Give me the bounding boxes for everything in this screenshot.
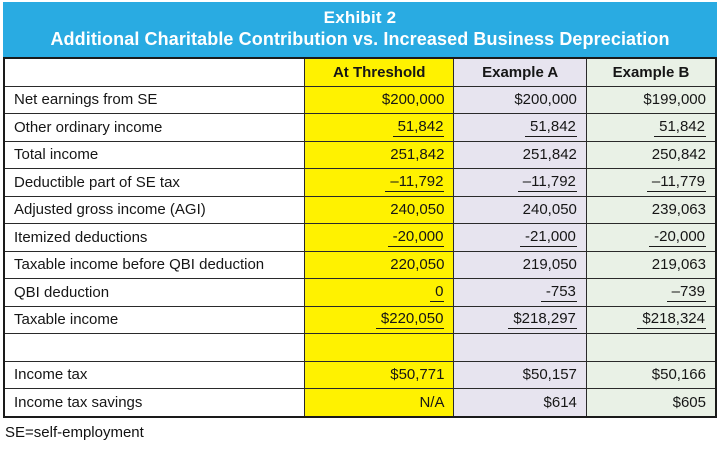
- cell-threshold: $200,000: [303, 85, 455, 114]
- table-row: Taxable income before QBI deduction 220,…: [3, 250, 717, 279]
- cell-threshold: 0: [303, 278, 455, 307]
- cell-example-a: [453, 333, 587, 362]
- table-row: Net earnings from SE $200,000 $200,000 $…: [3, 85, 717, 114]
- cell-example-b: –11,779: [585, 168, 717, 197]
- cell-example-a: 51,842: [453, 113, 587, 142]
- cell-example-b: 51,842: [585, 113, 717, 142]
- row-label: Income tax savings: [3, 388, 305, 417]
- cell-example-a: $50,157: [453, 360, 587, 389]
- cell-example-b: $218,324: [585, 305, 717, 334]
- cell-example-b: -20,000: [585, 223, 717, 252]
- cell-example-b: $50,166: [585, 360, 717, 389]
- cell-threshold: 220,050: [303, 250, 455, 279]
- column-header-blank: [3, 57, 305, 87]
- cell-example-a: 240,050: [453, 195, 587, 224]
- cell-example-a: $218,297: [453, 305, 587, 334]
- exhibit-page: Exhibit 2 Additional Charitable Contribu…: [3, 2, 717, 441]
- exhibit-number: Exhibit 2: [323, 8, 397, 27]
- cell-example-a: –11,792: [453, 168, 587, 197]
- table-row: Other ordinary income 51,842 51,842 51,8…: [3, 113, 717, 142]
- cell-example-a: $200,000: [453, 85, 587, 114]
- cell-example-a: 219,050: [453, 250, 587, 279]
- row-label: Other ordinary income: [3, 113, 305, 142]
- cell-example-b: –739: [585, 278, 717, 307]
- row-label: QBI deduction: [3, 278, 305, 307]
- cell-threshold: $50,771: [303, 360, 455, 389]
- row-label: Itemized deductions: [3, 223, 305, 252]
- cell-threshold: –11,792: [303, 168, 455, 197]
- cell-example-a: -753: [453, 278, 587, 307]
- cell-threshold: $220,050: [303, 305, 455, 334]
- table-row: Adjusted gross income (AGI) 240,050 240,…: [3, 195, 717, 224]
- table-row-blank: [3, 333, 717, 362]
- exhibit-table: At Threshold Example A Example B Net ear…: [3, 57, 717, 418]
- column-header-example-b: Example B: [585, 57, 717, 87]
- column-header-at-threshold: At Threshold: [303, 57, 455, 87]
- table-row: Itemized deductions -20,000 -21,000 -20,…: [3, 223, 717, 252]
- cell-threshold: N/A: [303, 388, 455, 417]
- table-row: Taxable income $220,050 $218,297 $218,32…: [3, 305, 717, 334]
- row-label: Total income: [3, 140, 305, 169]
- row-label: [3, 333, 305, 362]
- row-label: Taxable income before QBI deduction: [3, 250, 305, 279]
- footnote-se-definition: SE=self-employment: [5, 423, 144, 441]
- row-label: Taxable income: [3, 305, 305, 334]
- table-row: Income tax $50,771 $50,157 $50,166: [3, 360, 717, 389]
- cell-example-a: 251,842: [453, 140, 587, 169]
- cell-example-b: 239,063: [585, 195, 717, 224]
- row-label: Adjusted gross income (AGI): [3, 195, 305, 224]
- cell-example-b: [585, 333, 717, 362]
- cell-example-b: $605: [585, 388, 717, 417]
- cell-example-a: -21,000: [453, 223, 587, 252]
- cell-example-a: $614: [453, 388, 587, 417]
- cell-threshold: 240,050: [303, 195, 455, 224]
- column-header-example-a: Example A: [453, 57, 587, 87]
- row-label: Income tax: [3, 360, 305, 389]
- cell-threshold: -20,000: [303, 223, 455, 252]
- cell-threshold: 51,842: [303, 113, 455, 142]
- row-label: Net earnings from SE: [3, 85, 305, 114]
- cell-threshold: [303, 333, 455, 362]
- table-row: Income tax savings N/A $614 $605: [3, 388, 717, 417]
- exhibit-banner: Exhibit 2 Additional Charitable Contribu…: [3, 2, 717, 57]
- cell-example-b: 250,842: [585, 140, 717, 169]
- table-row: Total income 251,842 251,842 250,842: [3, 140, 717, 169]
- cell-example-b: $199,000: [585, 85, 717, 114]
- exhibit-title: Additional Charitable Contribution vs. I…: [50, 29, 670, 49]
- cell-threshold: 251,842: [303, 140, 455, 169]
- table-row: QBI deduction 0 -753 –739: [3, 278, 717, 307]
- table-row: Deductible part of SE tax –11,792 –11,79…: [3, 168, 717, 197]
- row-label: Deductible part of SE tax: [3, 168, 305, 197]
- cell-example-b: 219,063: [585, 250, 717, 279]
- header-row: At Threshold Example A Example B: [3, 57, 717, 87]
